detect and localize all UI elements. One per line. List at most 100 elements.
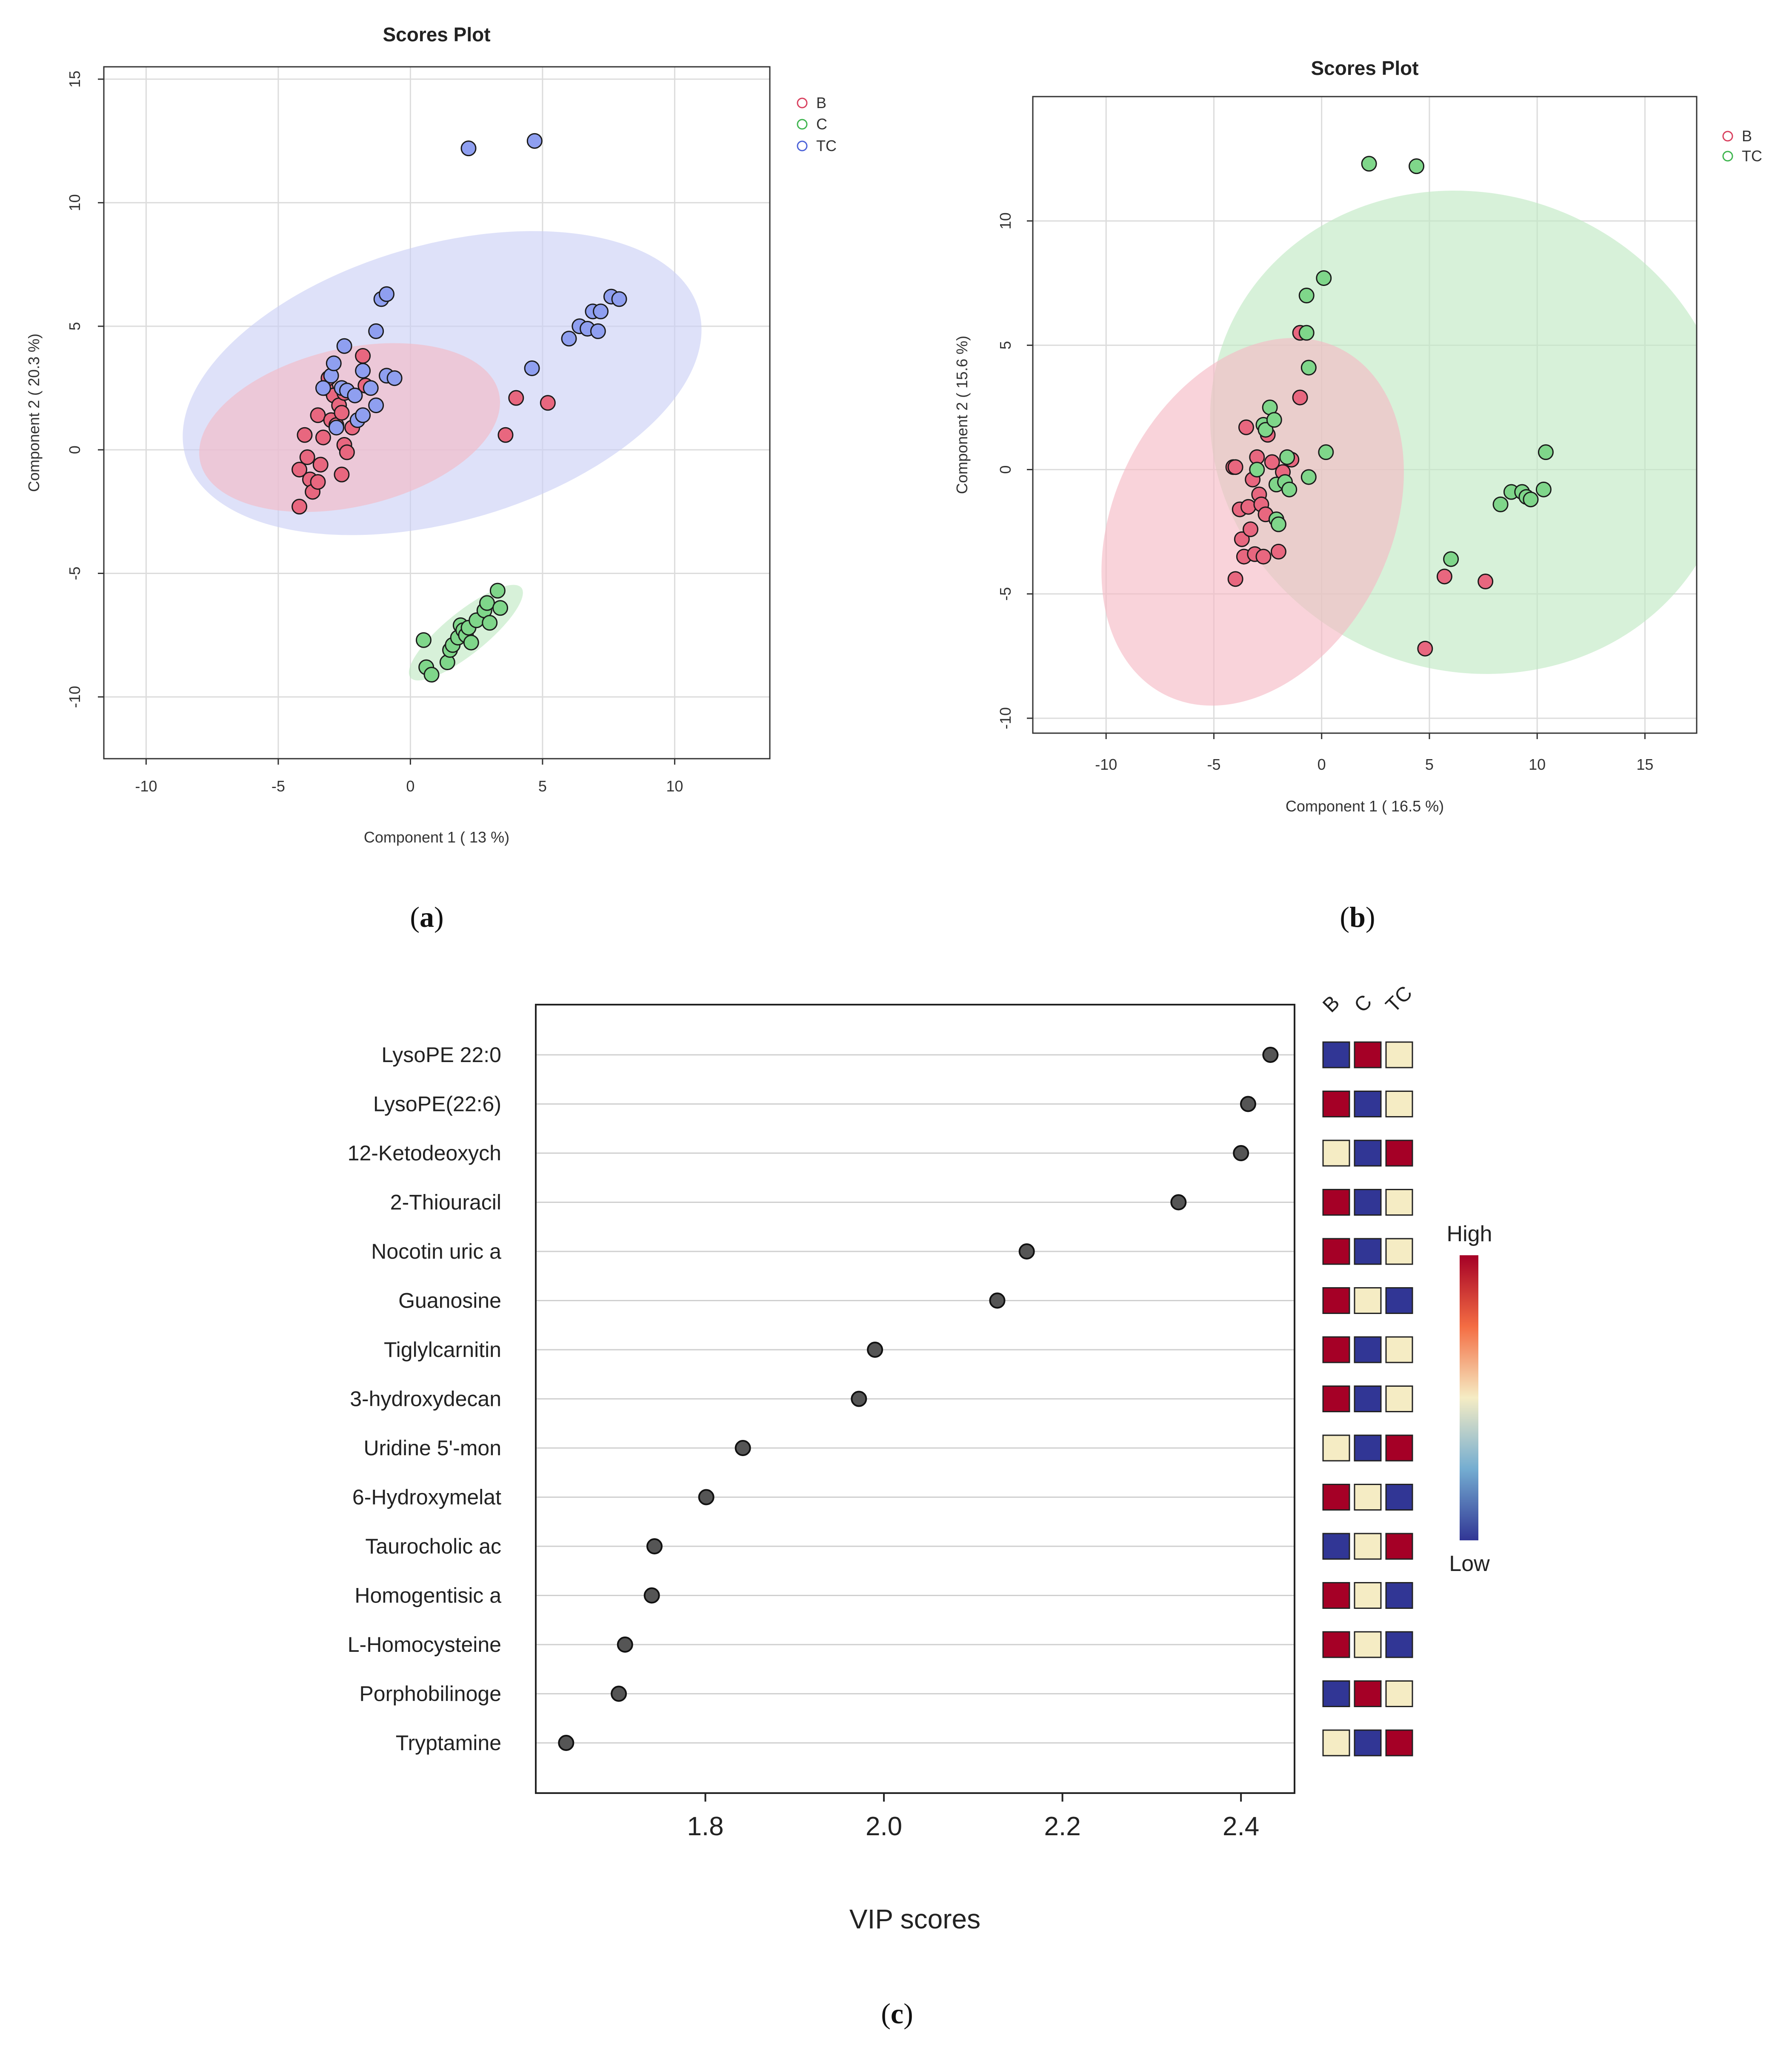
heatmap-cell bbox=[1385, 1434, 1413, 1462]
heatmap-cell bbox=[1322, 1434, 1350, 1462]
vip-feature-label: Uridine 5'-mon bbox=[363, 1436, 501, 1460]
score-point-b bbox=[497, 427, 514, 443]
score-point-tc bbox=[368, 397, 384, 414]
heatmap-cell bbox=[1354, 1041, 1382, 1068]
x-tick-label: 0 bbox=[1318, 756, 1326, 773]
vip-score-point bbox=[851, 1391, 867, 1407]
heatmap-cell bbox=[1354, 1091, 1382, 1117]
score-point-c bbox=[1535, 481, 1552, 497]
score-point-tc bbox=[336, 338, 352, 354]
vip-feature-label: LysoPE(22:6) bbox=[373, 1092, 501, 1116]
x-tick-label: 5 bbox=[538, 777, 547, 795]
heatmap-cell bbox=[1385, 1041, 1413, 1068]
vip-feature-label: Nocotin uric a bbox=[371, 1240, 501, 1263]
score-point-b bbox=[312, 457, 329, 473]
vip-feature-label: 2-Thiouracil bbox=[390, 1191, 501, 1214]
score-point-c bbox=[1281, 481, 1298, 497]
x-tick-label: 1.8 bbox=[687, 1812, 723, 1841]
score-point-c bbox=[1249, 462, 1265, 478]
score-point-c bbox=[1492, 496, 1509, 512]
score-point-c bbox=[1523, 491, 1539, 508]
y-tick-label: 15 bbox=[66, 71, 83, 88]
panel-b-frame bbox=[1032, 96, 1698, 734]
heatmap-group-label: TC bbox=[1381, 982, 1417, 1017]
heatmap-group-label: C bbox=[1350, 991, 1376, 1017]
score-point-b bbox=[1264, 454, 1280, 470]
vip-score-point bbox=[698, 1489, 715, 1505]
heatmap-cell bbox=[1322, 1385, 1350, 1412]
score-point-tc bbox=[561, 331, 577, 347]
score-point-b bbox=[339, 444, 355, 460]
panel-c-xlabel: VIP scores bbox=[849, 1904, 980, 1934]
panel-b-yticks: -10 -5 0 5 10 bbox=[997, 212, 1033, 729]
score-point-b bbox=[508, 390, 524, 406]
score-point-tc bbox=[355, 407, 371, 423]
heatmap-cell bbox=[1354, 1189, 1382, 1216]
heatmap-cell bbox=[1354, 1287, 1382, 1314]
vip-feature-label: Tiglylcarnitin bbox=[384, 1338, 501, 1362]
score-point-c bbox=[1318, 444, 1334, 460]
heatmap-cell bbox=[1385, 1140, 1413, 1167]
vip-score-point bbox=[867, 1342, 883, 1358]
heatmap-cell bbox=[1322, 1189, 1350, 1216]
score-point-tc bbox=[368, 323, 384, 339]
vip-score-point bbox=[617, 1637, 633, 1653]
panel-a-yticks: -10 -5 0 5 10 15 bbox=[66, 71, 104, 708]
score-point-tc bbox=[590, 323, 606, 339]
panel-c-colorbar: High Low bbox=[1447, 1222, 1492, 1576]
score-point-c bbox=[1316, 270, 1332, 286]
legend-a-tc-label: TC bbox=[816, 137, 837, 154]
score-point-b bbox=[299, 449, 315, 466]
score-point-c bbox=[1538, 444, 1554, 460]
heatmap-cell bbox=[1385, 1484, 1413, 1511]
vip-score-point bbox=[1240, 1096, 1256, 1112]
vip-feature-label: L-Homocysteine bbox=[348, 1633, 501, 1657]
heatmap-cell bbox=[1354, 1582, 1382, 1609]
heatmap-cell bbox=[1354, 1533, 1382, 1560]
y-tick-label: 0 bbox=[66, 446, 83, 454]
score-point-b bbox=[1292, 389, 1308, 406]
score-point-tc bbox=[524, 360, 540, 376]
heatmap-cell bbox=[1354, 1238, 1382, 1265]
score-point-c bbox=[1279, 449, 1295, 465]
heatmap-cell bbox=[1385, 1238, 1413, 1265]
x-tick-label: -10 bbox=[1095, 756, 1117, 773]
score-point-b bbox=[1227, 459, 1243, 475]
vip-score-point bbox=[1018, 1243, 1035, 1260]
heatmap-cell bbox=[1354, 1385, 1382, 1412]
panel-b-xlabel: Component 1 ( 16.5 %) bbox=[1286, 797, 1444, 815]
score-point-b bbox=[292, 499, 308, 515]
heatmap-cell bbox=[1385, 1287, 1413, 1314]
score-point-b bbox=[1240, 499, 1256, 515]
heatmap-cell bbox=[1385, 1729, 1413, 1757]
y-tick-label: -5 bbox=[997, 587, 1014, 601]
score-point-tc bbox=[379, 286, 395, 302]
panel-a-ylabel: Component 2 ( 20.3 %) bbox=[25, 334, 43, 492]
score-point-c bbox=[423, 667, 440, 683]
heatmap-cell bbox=[1322, 1041, 1350, 1068]
x-tick-label: -5 bbox=[1207, 756, 1220, 773]
heatmap-cell bbox=[1385, 1385, 1413, 1412]
heatmap-cell bbox=[1385, 1533, 1413, 1560]
vip-feature-label: LysoPE 22:0 bbox=[381, 1043, 501, 1067]
score-point-tc bbox=[329, 420, 345, 436]
colorbar-low-label: Low bbox=[1449, 1551, 1490, 1576]
vip-feature-label: Homogentisic a bbox=[354, 1584, 501, 1608]
heatmap-cell bbox=[1385, 1631, 1413, 1658]
legend-b-b-marker bbox=[1722, 131, 1733, 142]
y-tick-label: 10 bbox=[997, 212, 1014, 229]
score-point-c bbox=[1270, 516, 1286, 532]
heatmap-cell bbox=[1322, 1484, 1350, 1511]
vip-score-point bbox=[611, 1685, 627, 1702]
x-tick-label: 0 bbox=[406, 777, 414, 795]
panel-c-group-labels: B C TC bbox=[1318, 982, 1417, 1017]
score-point-b bbox=[1243, 521, 1259, 537]
score-point-b bbox=[1436, 568, 1452, 585]
score-point-b bbox=[355, 348, 371, 364]
heatmap-cell bbox=[1354, 1729, 1382, 1757]
score-point-b bbox=[310, 407, 326, 423]
score-point-b bbox=[297, 427, 313, 443]
score-point-c bbox=[463, 634, 479, 651]
vip-feature-label: 6-Hydroxymelat bbox=[352, 1485, 501, 1509]
